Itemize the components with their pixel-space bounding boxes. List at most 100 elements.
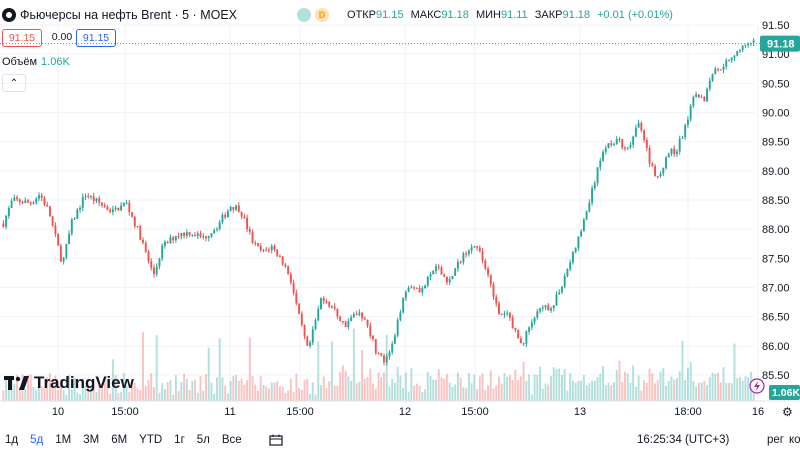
delayed-badge[interactable]: D: [315, 8, 329, 22]
volume-bar: [714, 373, 717, 401]
open-label: ОТКР: [347, 9, 377, 21]
time-axis[interactable]: 10 15:00 11 15:00 12 15:00 13 18:00 16: [0, 400, 800, 418]
volume-bar: [541, 388, 544, 401]
range-5d[interactable]: 5д: [30, 434, 44, 446]
candle: [333, 303, 336, 311]
volume-bar: [169, 379, 172, 401]
volume-bar: [311, 382, 314, 401]
volume-bar: [725, 383, 728, 401]
candle: [533, 316, 536, 325]
candle: [733, 55, 736, 62]
volume-bar: [684, 379, 687, 401]
volume-bar: [372, 383, 374, 401]
candle: [736, 50, 739, 57]
candle: [574, 247, 577, 254]
candle: [662, 167, 665, 177]
range-1d[interactable]: 1д: [5, 434, 19, 446]
market-status-icon[interactable]: [297, 8, 311, 22]
clock-time[interactable]: 16:25:34 (UTC+3): [637, 434, 730, 446]
range-5y[interactable]: 5л: [196, 434, 210, 446]
range-all[interactable]: Все: [221, 434, 242, 446]
candle: [344, 320, 347, 328]
volume-bar: [98, 384, 101, 401]
last-volume-label: 1.06K: [749, 378, 800, 400]
volume-bar: [246, 380, 249, 401]
candle: [429, 271, 432, 280]
session-toggle[interactable]: рег: [767, 434, 784, 446]
candle: [98, 195, 101, 207]
calendar-goto-icon[interactable]: [269, 434, 283, 446]
collapse-legend-button[interactable]: ⌃: [2, 74, 26, 92]
volume-bar: [418, 385, 421, 401]
candle: [454, 267, 457, 276]
price-axis[interactable]: 91.50 91.00 90.50 90.00 89.50 89.00 88.50 88.00…: [762, 20, 790, 382]
volume-bar: [10, 379, 13, 401]
volume-bar: [415, 383, 418, 401]
candle: [487, 266, 489, 278]
settings-gear-icon[interactable]: ⚙: [782, 405, 793, 419]
candle: [681, 135, 684, 139]
candle: [656, 175, 659, 179]
candle: [722, 63, 725, 74]
candle: [298, 303, 301, 315]
candle: [73, 217, 76, 220]
volume-bar: [95, 392, 98, 401]
time-tick-label: 11: [224, 406, 235, 418]
volume-bar: [640, 390, 643, 401]
range-1y[interactable]: 1г: [174, 434, 185, 446]
sell-price-button[interactable]: 91.15: [2, 29, 42, 47]
buy-price-button[interactable]: 91.15: [76, 29, 116, 47]
volume-bar: [79, 394, 81, 401]
candle: [415, 287, 418, 289]
range-6m[interactable]: 6M: [111, 434, 128, 446]
candle: [32, 201, 35, 205]
candle: [240, 211, 243, 220]
volume-bar: [435, 379, 437, 401]
candle: [70, 217, 73, 236]
volume-bar: [131, 381, 134, 401]
volume-bar: [207, 347, 210, 401]
volume-bar: [736, 378, 739, 401]
candle: [582, 217, 585, 232]
volume-bar: [341, 365, 344, 401]
candle: [166, 240, 169, 244]
candle: [725, 58, 728, 70]
candle: [632, 135, 635, 148]
volume-bar: [199, 375, 202, 401]
price-tick-label: 86.00: [762, 341, 790, 353]
volume-bar: [128, 391, 131, 401]
candle: [462, 251, 465, 265]
time-tick-label: 15:00: [111, 406, 139, 418]
candle: [418, 284, 421, 293]
symbol-title[interactable]: Фьючерсы на нефть Brent · 5 · MOEX: [20, 8, 237, 22]
candle: [336, 308, 339, 320]
candle: [366, 319, 369, 329]
range-1m[interactable]: 1M: [55, 434, 72, 446]
range-ytd[interactable]: YTD: [139, 434, 163, 446]
candle: [207, 235, 210, 242]
range-3m[interactable]: 3M: [83, 434, 100, 446]
candle: [29, 201, 32, 207]
tradingview-logo[interactable]: TradingView: [4, 373, 134, 393]
candle: [355, 310, 358, 316]
volume-bar: [733, 343, 736, 401]
volume-bar: [634, 386, 637, 401]
candle: [478, 245, 481, 253]
volume-bar: [432, 379, 435, 401]
volume-bar: [122, 373, 125, 401]
adjust-toggle[interactable]: корр: [789, 434, 800, 446]
candle: [443, 273, 446, 278]
candle: [610, 140, 613, 147]
volume-bar: [393, 382, 396, 401]
candle: [391, 341, 394, 355]
time-tick-label: 12: [399, 406, 411, 418]
candle: [100, 202, 103, 208]
candle: [645, 137, 648, 152]
volume-bar: [248, 337, 251, 401]
price-chart[interactable]: 91.50 91.00 90.50 90.00 89.50 89.00 88.50 88.00…: [0, 0, 800, 430]
candle: [465, 251, 468, 258]
candle: [330, 304, 333, 309]
candle: [131, 211, 134, 218]
candle: [43, 195, 46, 207]
candle: [421, 286, 424, 296]
